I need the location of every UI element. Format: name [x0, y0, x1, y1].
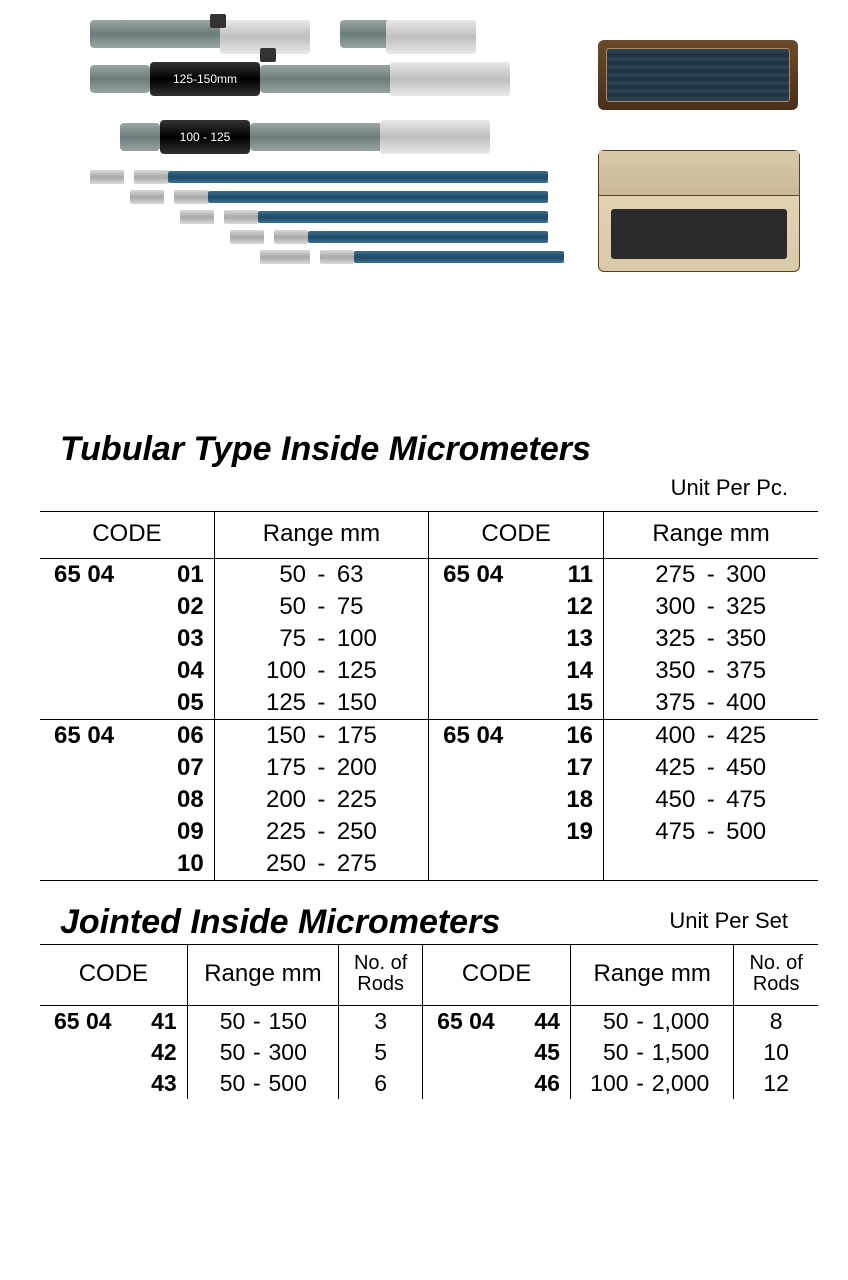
th2-range-l: Range mm — [187, 945, 338, 1006]
table-row: 65 04 06 150 - 175 65 04 16 400 - 425 — [40, 720, 818, 753]
table-row: 03 75 - 100 13 325 - 350 — [40, 623, 818, 655]
page: 125-150mm 100 - 125 Tubular Type Inside — [0, 0, 848, 1119]
table-row: 04 100 - 125 14 350 - 375 — [40, 655, 818, 687]
table-row: 05 125 - 150 15 375 - 400 — [40, 687, 818, 720]
table-row: 09 225 - 250 19 475 - 500 — [40, 816, 818, 848]
micrometer-group: 125-150mm 100 - 125 — [90, 20, 570, 270]
th-code-r: CODE — [429, 512, 604, 559]
table-row: 10 250 - 275 — [40, 848, 818, 881]
th-code-l: CODE — [40, 512, 214, 559]
jointed-table: CODE Range mm No. ofRods CODE Range mm N… — [40, 944, 818, 1099]
mic-label-1: 125-150mm — [173, 72, 237, 86]
table-row: 42 50 - 300 5 45 50 - 1,500 10 — [40, 1037, 818, 1068]
table-row: 43 50 - 500 6 46 100 - 2,000 12 — [40, 1068, 818, 1099]
table-row: 65 04 41 50 - 150 3 65 04 44 50 - 1,000 … — [40, 1006, 818, 1038]
extension-rods — [90, 170, 570, 264]
product-illustration: 125-150mm 100 - 125 — [40, 20, 818, 420]
table-row: 65 04 01 50 - 63 65 04 11 275 - 300 — [40, 559, 818, 592]
case-images — [598, 40, 808, 312]
mic-label-2: 100 - 125 — [180, 130, 231, 144]
th2-rods-l: No. ofRods — [339, 945, 423, 1006]
th2-code-l: CODE — [40, 945, 187, 1006]
section1-title: Tubular Type Inside Micrometers — [60, 430, 818, 469]
table-row: 02 50 - 75 12 300 - 325 — [40, 591, 818, 623]
th-range-r: Range mm — [604, 512, 818, 559]
case-closed — [598, 40, 798, 110]
th2-range-r: Range mm — [570, 945, 733, 1006]
th-range-l: Range mm — [214, 512, 428, 559]
section1-unit: Unit Per Pc. — [40, 475, 788, 501]
tubular-table: CODE Range mm CODE Range mm 65 04 01 50 … — [40, 511, 818, 881]
table-row: 07 175 - 200 17 425 - 450 — [40, 752, 818, 784]
case-open — [598, 150, 800, 272]
th2-rods-r: No. ofRods — [734, 945, 818, 1006]
table-row: 08 200 - 225 18 450 - 475 — [40, 784, 818, 816]
th2-code-r: CODE — [423, 945, 571, 1006]
